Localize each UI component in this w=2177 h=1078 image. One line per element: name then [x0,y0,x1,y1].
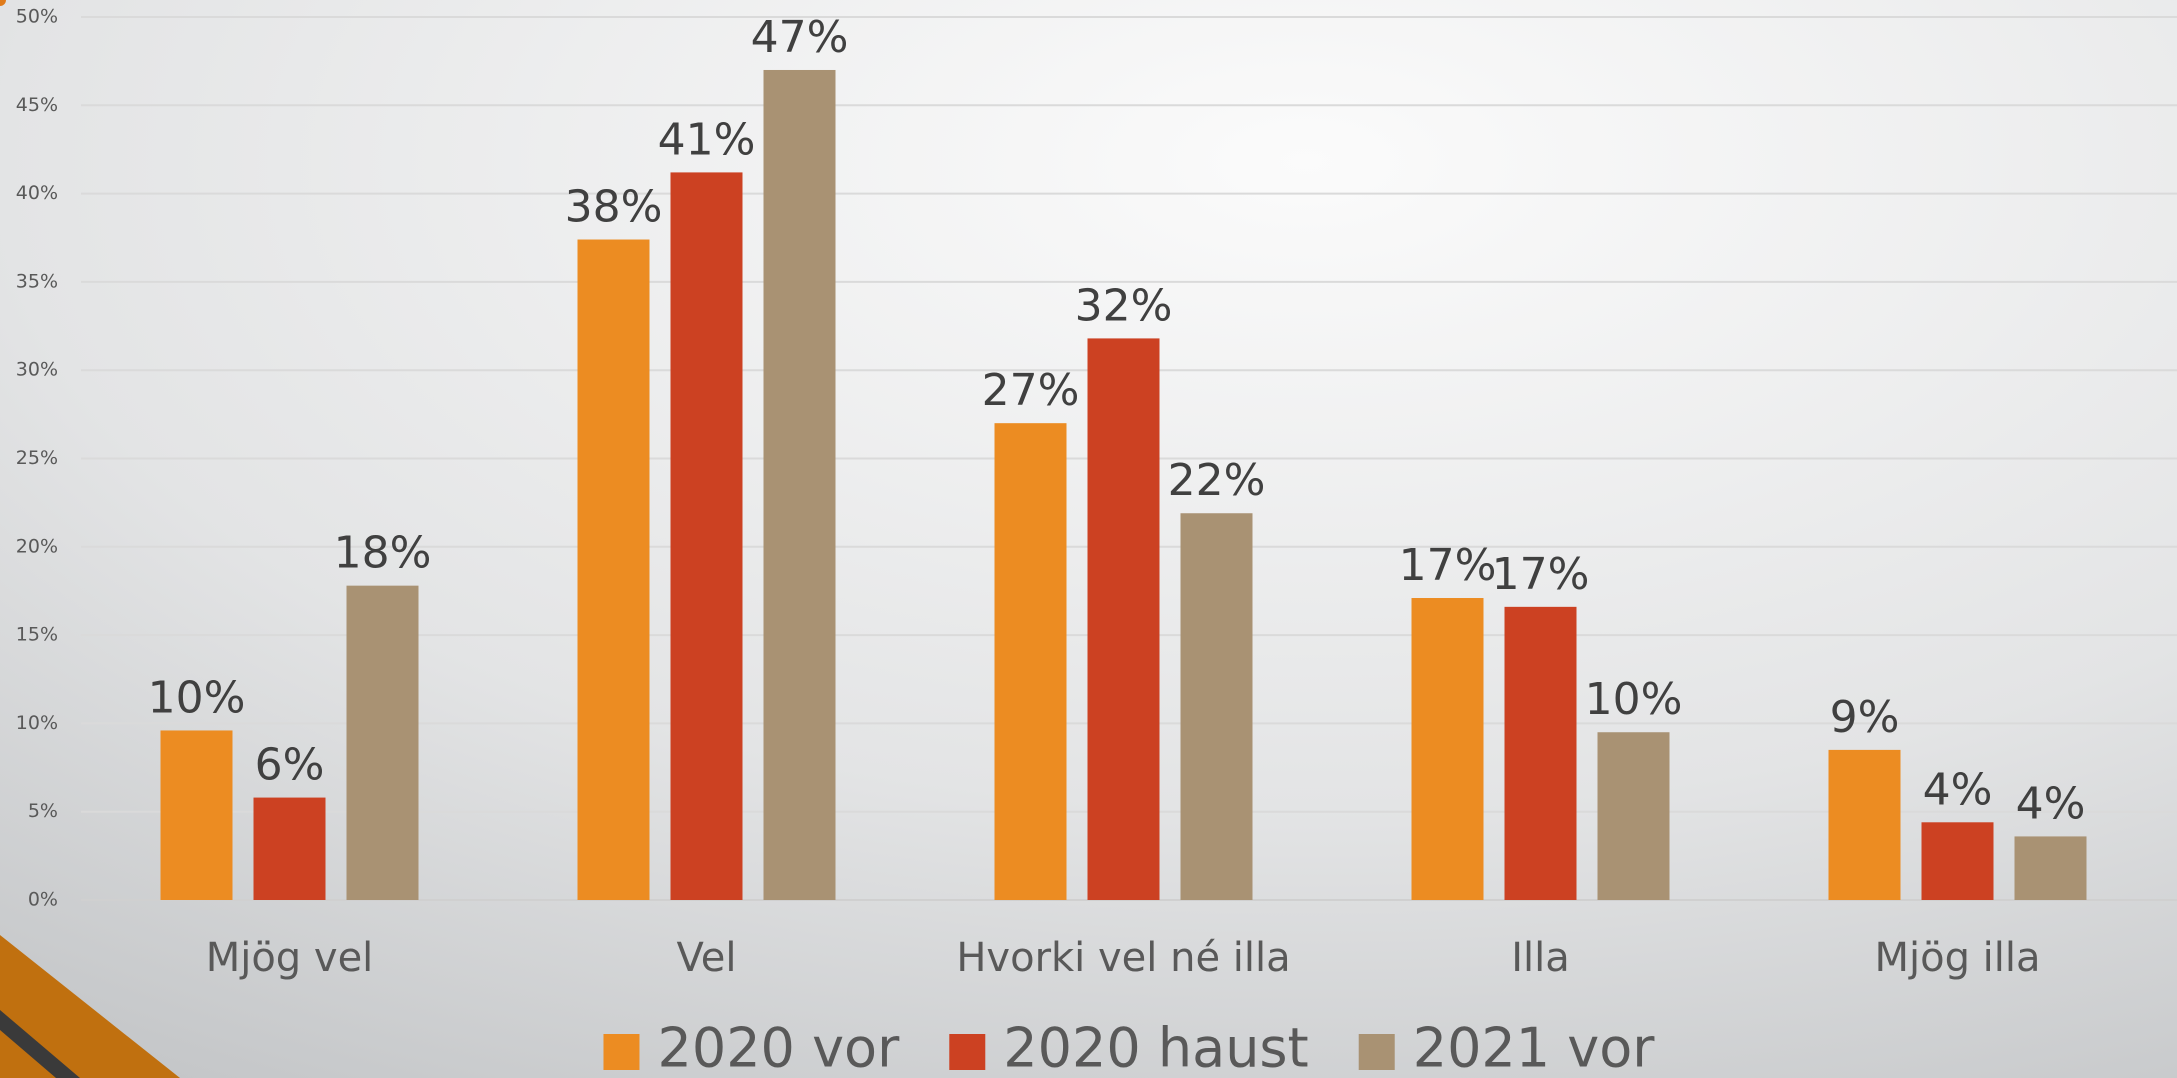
bar [1828,749,1901,900]
corner-decoration [0,0,6,6]
y-tick-label: 25% [16,447,58,469]
legend-swatch [949,1034,986,1070]
legend-label: 2020 haust [1003,1017,1308,1078]
bar [1411,598,1484,900]
y-tick-label: 30% [16,359,58,381]
y-tick-label: 10% [16,712,58,734]
x-tick-label: Mjög vel [206,935,374,981]
y-tick-label: 15% [16,624,58,646]
data-label: 10% [1585,674,1683,725]
x-tick-label: Hvorki vel né illa [956,935,1290,981]
corner-decoration [0,1030,56,1078]
data-label: 18% [334,528,432,579]
bar [346,585,419,900]
bar [253,797,326,900]
bar [763,69,836,901]
y-tick-label: 0% [28,889,58,911]
corner-decoration [0,935,180,1078]
y-tick-label: 45% [16,94,58,116]
data-label: 32% [1075,280,1173,331]
legend: 2020 vor 2020 haust 2021 vor [603,1017,1655,1078]
y-tick-label: 40% [16,182,58,204]
y-tick-label: 50% [16,6,58,28]
y-tick-label: 5% [28,800,58,822]
bar [1087,338,1160,900]
x-tick-label: Vel [677,935,737,981]
data-label: 22% [1168,455,1266,506]
bar [670,172,743,900]
data-label: 17% [1399,540,1497,591]
legend-swatch [1358,1034,1395,1070]
bar [1597,732,1670,900]
data-label: 38% [565,182,663,233]
bar [1180,513,1253,900]
data-label: 27% [982,365,1080,416]
data-label: 6% [255,740,325,791]
x-tick-label: Mjög illa [1874,935,2040,981]
data-label: 41% [658,114,756,165]
y-tick-label: 20% [16,535,58,557]
bar [1921,822,1994,900]
bar [1504,606,1577,900]
data-label: 4% [1923,764,1993,815]
legend-label: 2021 vor [1413,1017,1656,1078]
bar [994,423,1067,900]
bar [2014,836,2087,900]
bar [577,239,650,901]
data-label: 17% [1492,549,1590,600]
x-tick-label: Illa [1511,935,1570,981]
data-label: 4% [2016,778,2086,829]
bar [160,730,233,900]
data-label: 9% [1830,692,1900,743]
legend-label: 2020 vor [657,1017,900,1078]
legend-swatch [603,1034,640,1070]
y-tick-label: 35% [16,270,58,292]
data-label: 47% [751,12,849,63]
data-label: 10% [148,672,246,723]
